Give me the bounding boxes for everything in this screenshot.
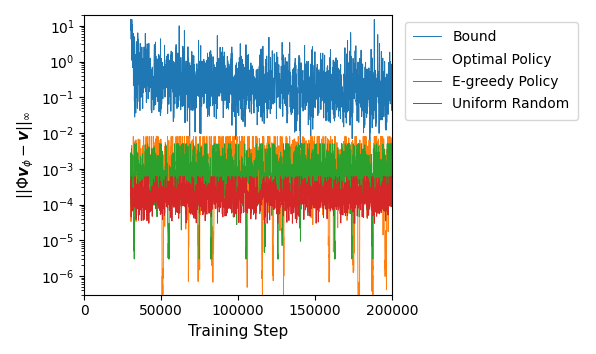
Optimal Policy bbox=[159, 293, 166, 297]
Uniform Random bbox=[128, 175, 135, 179]
Uniform Random bbox=[145, 221, 153, 225]
Bound bbox=[127, 17, 134, 22]
Optimal Policy bbox=[263, 141, 271, 145]
Line: Uniform Random: Uniform Random bbox=[131, 177, 392, 223]
Line: E-greedy Policy: E-greedy Policy bbox=[131, 144, 392, 259]
Legend: Bound, Optimal Policy, E-greedy Policy, Uniform Random: Bound, Optimal Policy, E-greedy Policy, … bbox=[405, 22, 578, 120]
Bound bbox=[275, 77, 282, 81]
Uniform Random bbox=[127, 195, 134, 199]
Optimal Policy bbox=[127, 175, 134, 179]
Line: Bound: Bound bbox=[131, 19, 392, 148]
Uniform Random bbox=[275, 205, 283, 209]
Bound bbox=[389, 68, 396, 73]
Bound bbox=[170, 81, 178, 85]
Bound bbox=[336, 88, 343, 92]
Bound bbox=[249, 77, 256, 81]
Optimal Policy bbox=[389, 139, 396, 143]
Optimal Policy bbox=[275, 149, 283, 153]
Optimal Policy bbox=[175, 185, 182, 189]
Optimal Policy bbox=[171, 150, 178, 154]
Line: Optimal Policy: Optimal Policy bbox=[131, 137, 392, 295]
Optimal Policy bbox=[249, 156, 256, 160]
Optimal Policy bbox=[336, 183, 343, 188]
E-greedy Policy bbox=[263, 147, 271, 151]
E-greedy Policy bbox=[175, 156, 182, 161]
E-greedy Policy bbox=[249, 182, 256, 187]
Uniform Random bbox=[263, 221, 271, 225]
Bound bbox=[297, 145, 304, 150]
Uniform Random bbox=[171, 204, 178, 208]
E-greedy Policy bbox=[131, 257, 138, 261]
Uniform Random bbox=[249, 199, 256, 203]
Optimal Policy bbox=[130, 135, 137, 139]
E-greedy Policy bbox=[131, 142, 138, 146]
Uniform Random bbox=[389, 194, 396, 199]
Bound bbox=[263, 106, 271, 110]
Bound bbox=[175, 71, 182, 75]
E-greedy Policy bbox=[389, 162, 396, 166]
E-greedy Policy bbox=[127, 155, 134, 159]
X-axis label: Training Step: Training Step bbox=[188, 324, 288, 339]
E-greedy Policy bbox=[275, 212, 283, 217]
Y-axis label: $||\Phi \boldsymbol{v}_{\phi} - \boldsymbol{v}||_{\infty}$: $||\Phi \boldsymbol{v}_{\phi} - \boldsym… bbox=[15, 110, 36, 199]
Uniform Random bbox=[175, 185, 182, 189]
E-greedy Policy bbox=[336, 191, 343, 195]
Uniform Random bbox=[336, 197, 343, 201]
E-greedy Policy bbox=[171, 142, 178, 146]
